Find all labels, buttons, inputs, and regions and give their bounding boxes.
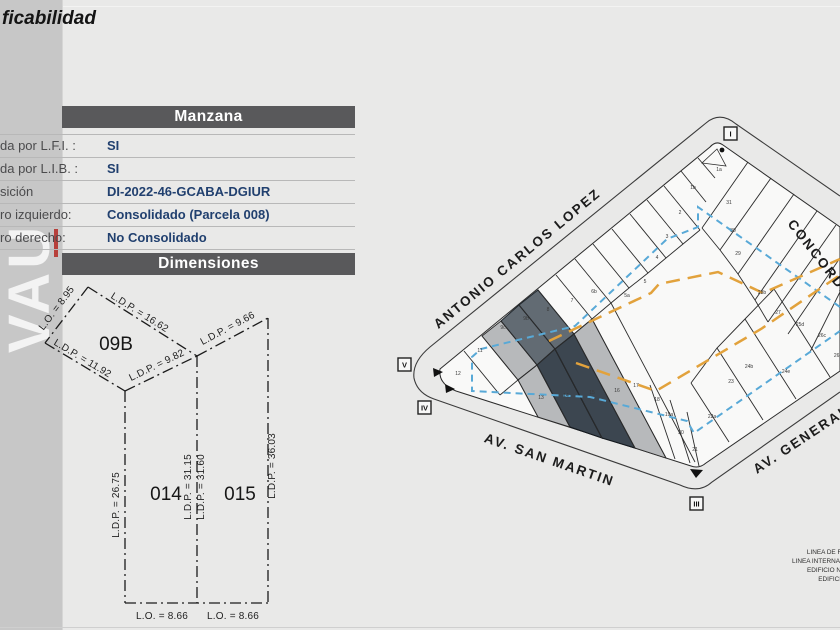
legend-line: LINEA DE FR [807,549,840,556]
parcel-number: 3 [666,234,669,240]
dimensions-sketch: L.O. = 8.95 L.D.P. = 16.62 L.D.P. = 9.66… [37,284,278,622]
parcel-number: 1a [716,167,722,173]
parcel-number: 5a [624,293,630,299]
parcel-number: 9c [500,325,506,331]
dim-label-ldp-2675: L.D.P. = 26.75 [111,472,122,538]
map-legend: LINEA DE FR LINEA INTERNA D EDIFICIO NO … [792,549,840,583]
row-value: SI [107,161,120,176]
parcel-number: 14 [563,393,569,399]
parcel-number: 21 [692,447,698,453]
dim-label-ldp-3603: L.D.P. = 36.03 [267,433,278,499]
block-map: I V IV III ANTONIO CARLOS LOPEZ AV. SAN … [397,116,840,511]
parcel-number: 18 [654,397,660,403]
dim-label-ldp-3160: L.D.P. = 31.60 [196,454,207,520]
parcel-numbers: 1a 1b 2 3 4 5 5a 6b 7 8 9b 9c 11 12 13 1… [455,167,840,453]
parcel-number: 8 [547,307,550,313]
row-label: ro derecho: [0,230,66,245]
parcel-number: 19a [665,412,674,418]
parcel-number: 23 [728,379,734,385]
row-label: sición [0,184,34,199]
street-outer-outline [413,116,840,490]
marker-I: I [729,130,731,139]
parcel-number: 27 [775,310,781,316]
legend-line: LINEA INTERNA D [792,558,840,565]
row-label: da por L.F.I. : [0,138,76,153]
legend-line: EDIFICIO [818,576,840,583]
legend-line: EDIFICIO NO [807,567,840,574]
orange-internal-lines [548,257,840,393]
parcel-number: 11 [477,348,482,354]
corner-marks [433,147,725,478]
parcel-number: 28b [758,290,767,296]
marker-III: III [693,500,699,509]
dim-label-lo-866-a: L.O. = 8.66 [136,611,188,622]
roman-markers: I V IV III [397,126,738,511]
row-value: No Consolidado [107,230,207,245]
top-divider [0,6,840,7]
highlighted-parcels [481,289,667,459]
parcel-number: 2 [679,210,682,216]
dimensiones-header: Dimensiones [62,253,355,275]
dim-label-lo-866-b: L.O. = 8.66 [207,611,259,622]
parcel-number: 31 [726,200,732,206]
table-row: ro derecho: No Consolidado [0,227,355,250]
manzana-table: da por L.F.I. : SI da por L.I.B. : SI si… [0,134,355,250]
parcel-number: 12 [455,371,461,377]
row-label: da por L.I.B. : [0,161,79,176]
parcel-number: 25d [796,322,805,328]
parcel-id-015: 015 [224,484,256,505]
manzana-header: Manzana [62,106,355,128]
row-label: ro izquierdo: [0,207,72,222]
parcel-outline-lines [44,286,269,604]
marker-V: V [402,361,407,370]
row-value: DI-2022-46-GCABA-DGIUR [107,184,271,199]
parcel-number: 4 [656,255,659,261]
parcel-number: 13 [538,395,544,401]
parcel-number: 26c [818,333,827,339]
parcel-number: 22a [708,414,717,420]
parcel-number: 29 [735,251,741,257]
row-value: Consolidado (Parcela 008) [107,207,270,222]
dim-label-ldp-3115: L.D.P. = 31.15 [183,454,194,520]
parcel-id-09b: 09B [99,334,133,355]
watermark-accent [54,229,58,257]
table-row: ro izquierdo: Consolidado (Parcela 008) [0,204,355,227]
parcel-number: 5 [644,279,647,285]
table-row: da por L.F.I. : SI [0,135,355,158]
parcel-number: 16 [614,388,620,394]
parcel-number: 6b [591,289,597,295]
parcel-number: 20 [678,430,684,436]
bottom-divider [0,627,840,628]
page-title: ficabilidad [2,8,96,29]
table-row: da por L.I.B. : SI [0,158,355,181]
parcel-number: 17 [633,383,639,389]
parcel-number: 7 [571,298,574,304]
parcel-number: 1b [690,185,696,191]
parcel-number: 15 [589,390,595,396]
left-divider [62,0,63,630]
parcel-number: 24b [745,364,754,370]
table-row: sición DI-2022-46-GCABA-DGIUR [0,181,355,204]
row-value: SI [107,138,120,153]
dim-label-ldp-1662: L.D.P. = 16.62 [109,291,171,335]
parcel-number: 26a [834,353,840,359]
parcel-number: 24e [782,369,791,375]
marker-IV: IV [421,404,428,413]
parcel-id-014: 014 [150,484,182,505]
blue-internal-line [471,205,840,435]
parcel-number: 30 [730,228,736,234]
parcel-number: 9b [523,316,529,322]
watermark-strip: VAU [0,0,62,630]
